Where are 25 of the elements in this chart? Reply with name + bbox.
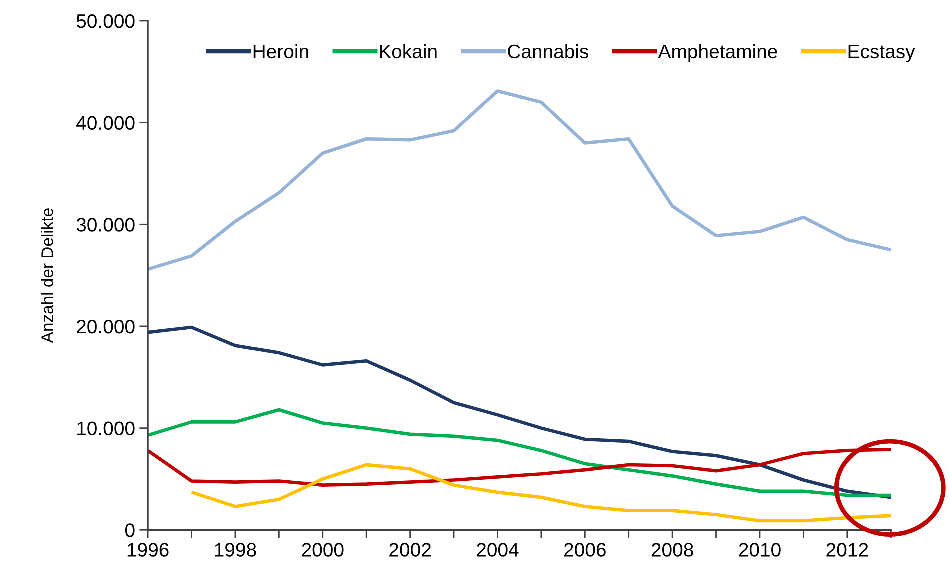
legend-label: Cannabis: [508, 44, 589, 59]
legend-label: Heroin: [254, 44, 308, 59]
y-tick-label: 30.000: [76, 218, 135, 232]
line-series: [148, 408, 892, 498]
x-tick-label: 2000: [302, 543, 344, 557]
line-series: [190, 463, 892, 523]
y-axis-title: Anzahl der Delikte: [41, 208, 54, 344]
y-tick-label: 20.000: [77, 320, 135, 334]
x-tick-label: 2010: [739, 543, 781, 557]
legend-label: Ecstasy: [848, 45, 916, 62]
x-tick-label: 2004: [477, 543, 519, 557]
x-tick-label: 2002: [390, 543, 431, 557]
x-tick-label: 2012: [826, 543, 868, 557]
y-tick-label: 40.000: [76, 116, 135, 130]
y-tick-label: 50.000: [76, 14, 135, 28]
x-tick-label: 2008: [652, 543, 694, 557]
legend-label: Kokain: [380, 44, 437, 59]
y-tick-label: 0: [125, 524, 135, 538]
x-tick-label: 1996: [128, 543, 169, 557]
line-series: [148, 326, 892, 500]
y-tick-label: 10.000: [78, 422, 135, 436]
line-series: [148, 90, 892, 272]
x-tick-label: 1998: [215, 543, 256, 557]
x-tick-label: 2006: [564, 543, 606, 557]
legend-label: Amphetamine: [658, 44, 778, 62]
